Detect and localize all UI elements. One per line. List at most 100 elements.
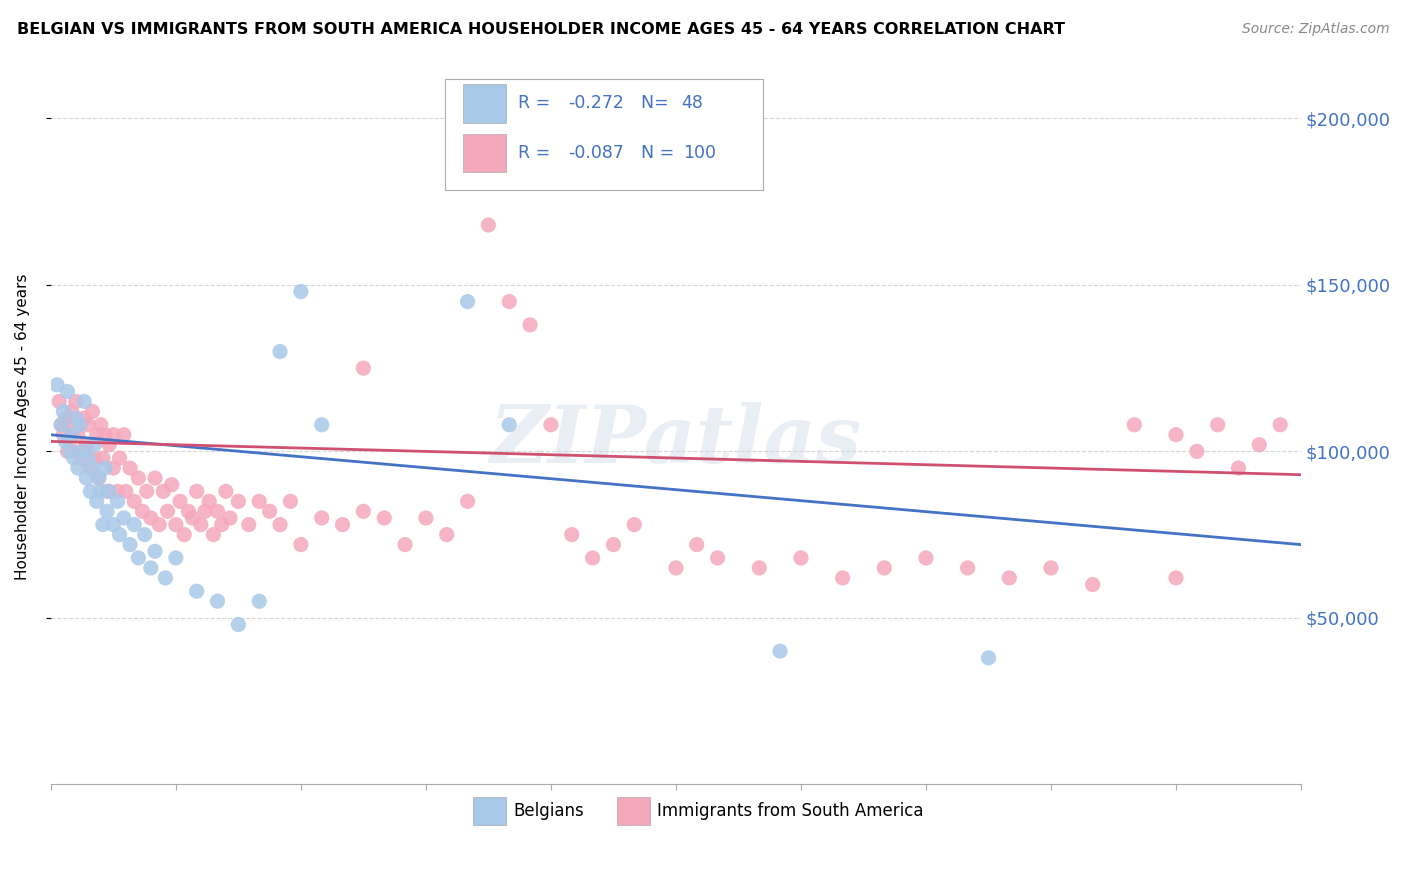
Point [60, 427, 83, 442]
Point [96, 484, 118, 499]
Point [91, 451, 114, 466]
FancyBboxPatch shape [464, 134, 506, 172]
Point [58, 444, 80, 458]
Point [139, 561, 162, 575]
Point [152, 484, 174, 499]
Text: 48: 48 [681, 95, 703, 112]
Point [790, 550, 813, 565]
Point [122, 494, 145, 508]
Text: R =: R = [519, 95, 557, 112]
FancyBboxPatch shape [464, 84, 506, 123]
Point [352, 361, 374, 376]
Point [79, 484, 101, 499]
Point [269, 517, 291, 532]
Point [87, 471, 110, 485]
Point [207, 594, 229, 608]
Point [98, 484, 121, 499]
Point [127, 471, 149, 485]
Point [169, 494, 191, 508]
Point [107, 494, 129, 508]
Point [115, 484, 138, 499]
Point [769, 644, 792, 658]
Point [155, 571, 177, 585]
Text: R =: R = [519, 145, 557, 162]
Point [51, 417, 73, 432]
Point [91, 517, 114, 532]
Point [77, 417, 100, 432]
Point [1185, 444, 1208, 458]
Point [186, 584, 208, 599]
FancyBboxPatch shape [444, 79, 763, 190]
Point [352, 504, 374, 518]
Text: Belgians: Belgians [513, 802, 583, 820]
Point [373, 511, 395, 525]
Text: 100: 100 [683, 145, 717, 162]
Text: BELGIAN VS IMMIGRANTS FROM SOUTH AMERICA HOUSEHOLDER INCOME AGES 45 - 64 YEARS C: BELGIAN VS IMMIGRANTS FROM SOUTH AMERICA… [17, 22, 1064, 37]
Point [202, 527, 225, 541]
Point [748, 561, 770, 575]
Point [160, 477, 183, 491]
Point [477, 218, 499, 232]
Point [198, 494, 221, 508]
Point [86, 427, 108, 442]
Point [457, 494, 479, 508]
Point [65, 411, 87, 425]
Point [1081, 577, 1104, 591]
Point [122, 517, 145, 532]
Point [998, 571, 1021, 585]
Point [1227, 461, 1250, 475]
Point [143, 544, 166, 558]
Point [108, 527, 131, 541]
Point [165, 517, 187, 532]
Text: Immigrants from South America: Immigrants from South America [657, 802, 924, 820]
Point [70, 451, 93, 466]
Point [66, 461, 89, 475]
Point [519, 318, 541, 332]
Point [706, 550, 728, 565]
Point [86, 494, 108, 508]
Point [75, 438, 97, 452]
Point [96, 504, 118, 518]
Point [1123, 417, 1146, 432]
Point [118, 538, 141, 552]
Point [46, 377, 69, 392]
Text: -0.272: -0.272 [568, 95, 624, 112]
Point [540, 417, 562, 432]
Point [83, 438, 105, 452]
Point [77, 451, 100, 466]
Point [148, 517, 170, 532]
Point [280, 494, 302, 508]
Point [87, 471, 110, 485]
Point [831, 571, 853, 585]
Point [98, 438, 121, 452]
Point [1270, 417, 1292, 432]
Point [173, 527, 195, 541]
Point [51, 417, 73, 432]
Point [66, 427, 89, 442]
Point [107, 484, 129, 499]
Point [139, 511, 162, 525]
Point [69, 417, 91, 432]
Point [62, 444, 84, 458]
FancyBboxPatch shape [617, 797, 650, 825]
Point [65, 394, 87, 409]
Point [186, 484, 208, 499]
Point [498, 294, 520, 309]
Point [112, 511, 135, 525]
Point [118, 461, 141, 475]
Point [90, 484, 112, 499]
Point [75, 471, 97, 485]
Point [73, 394, 96, 409]
Point [48, 394, 70, 409]
Point [56, 384, 79, 399]
Point [73, 411, 96, 425]
Point [238, 517, 260, 532]
Point [108, 451, 131, 466]
Point [60, 404, 83, 418]
Point [228, 617, 250, 632]
Point [127, 550, 149, 565]
Point [623, 517, 645, 532]
Point [247, 494, 270, 508]
Text: ZIPatlas: ZIPatlas [489, 402, 862, 480]
Point [103, 427, 125, 442]
